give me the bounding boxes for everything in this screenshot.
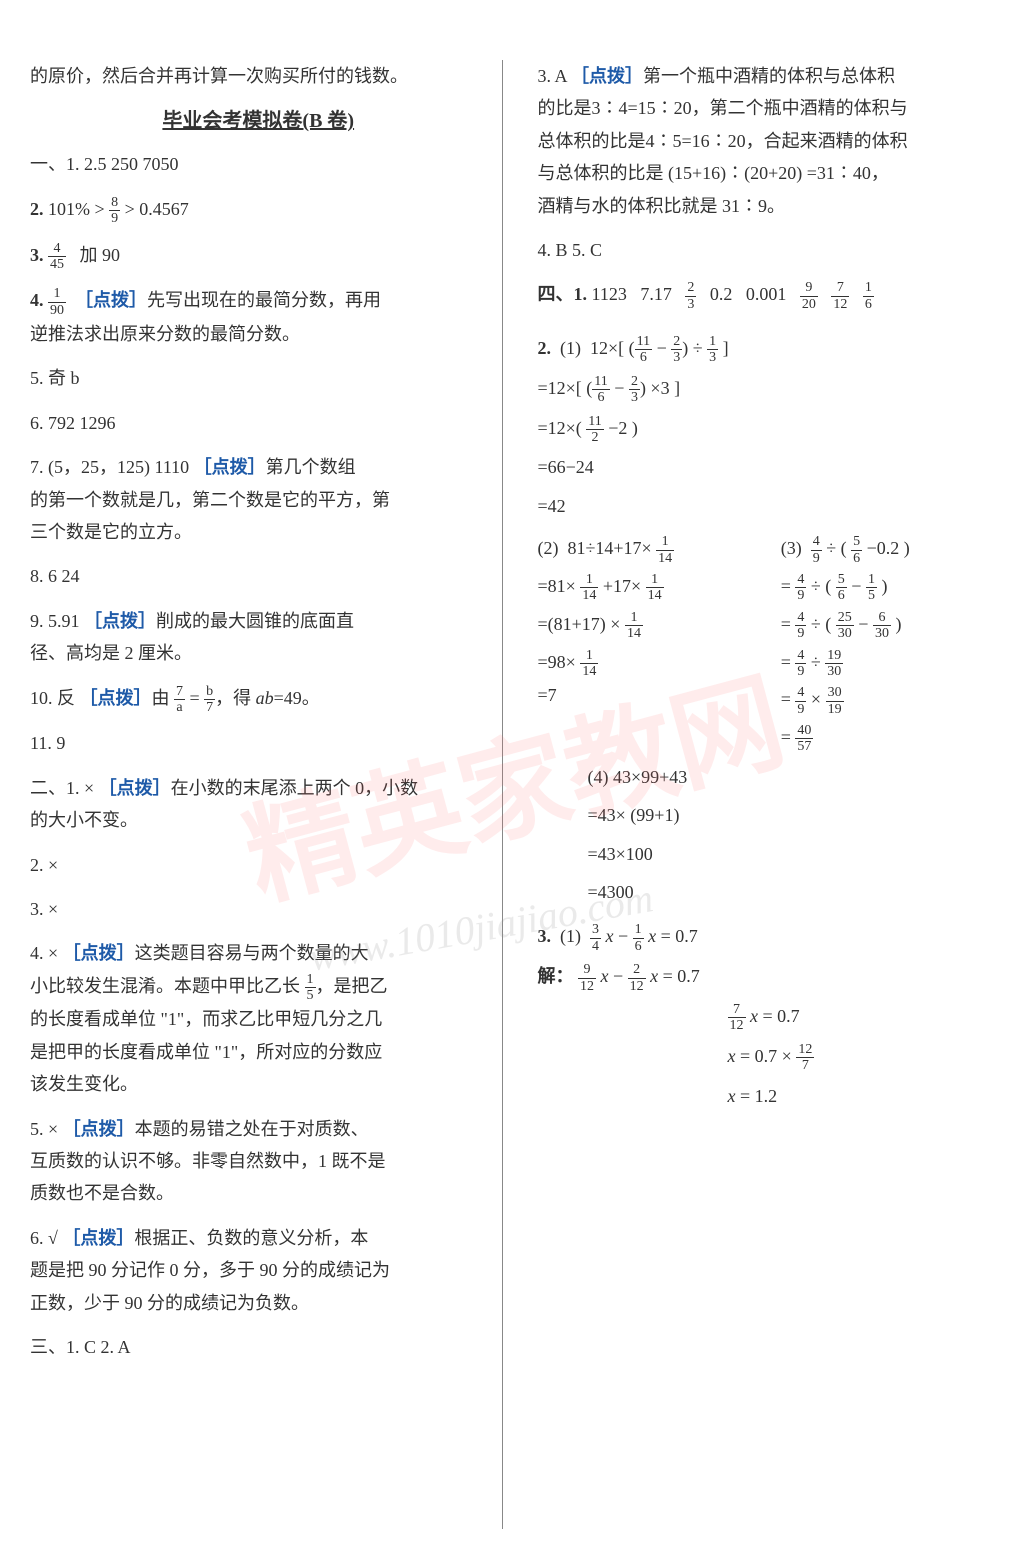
- hint-label: ［点拨］: [63, 1119, 135, 1139]
- q4-1: 四、1. 1123 7.17 23 0.2 0.001 920 712 16: [538, 278, 995, 312]
- q4-2-2: (2) 81÷14+17× 114 =81× 114 +17× 114 =(81…: [538, 534, 751, 761]
- right-column: 3. A ［点拨］第一个瓶中酒精的体积与总体积 的比是3∶4=15∶20，第二个…: [523, 60, 995, 1529]
- q1-9: 9. 5.91 ［点拨］削成的最大圆锥的底面直 径、高均是 2 厘米。: [30, 605, 487, 670]
- q3-4-5: 4. B 5. C: [538, 234, 995, 266]
- hint-label: ［点拨］: [571, 66, 643, 86]
- q2-1: 二、1. × ［点拨］在小数的末尾添上两个 0，小数 的大小不变。: [30, 772, 487, 837]
- q4-2-4: (4) 43×99+43 =43× (99+1) =43×100 =4300: [538, 761, 995, 909]
- q2-2: 2. ×: [30, 849, 487, 881]
- q3: 三、1. C 2. A: [30, 1331, 487, 1363]
- q2-4: 4. × ［点拨］这类题目容易与两个数量的大 小比较发生混淆。本题中甲比乙长 1…: [30, 937, 487, 1100]
- q1-3: 3. 445 加 90: [30, 239, 487, 273]
- q3-3: 3. A ［点拨］第一个瓶中酒精的体积与总体积 的比是3∶4=15∶20，第二个…: [538, 60, 995, 222]
- hint-label: ［点拨］: [80, 688, 152, 708]
- q1-4: 4. 190 ［点拨］先写出现在的最简分数，再用 逆推法求出原来分数的最简分数。: [30, 284, 487, 350]
- q2-6: 6. √ ［点拨］根据正、负数的意义分析，本 题是把 90 分记作 0 分，多于…: [30, 1222, 487, 1319]
- q1-10: 10. 反 ［点拨］由 7a = b7，得 ab=49。: [30, 682, 487, 716]
- q4-2-1: 2. (1) 12×[ (116 − 23) ÷ 13 ] =12×[ (116…: [538, 332, 995, 522]
- q2-5: 5. × ［点拨］本题的易错之处在于对质数、 互质数的认识不够。非零自然数中，1…: [30, 1113, 487, 1210]
- hint-label: ［点拨］: [62, 1228, 134, 1248]
- hint-label: ［点拨］: [99, 778, 171, 798]
- left-column: 的原价，然后合并再计算一次购买所付的钱数。 毕业会考模拟卷(B 卷) 一、1. …: [30, 60, 503, 1529]
- q1-6: 6. 792 1296: [30, 407, 487, 439]
- hint-label: ［点拨］: [75, 290, 147, 310]
- hint-label: ［点拨］: [194, 457, 266, 477]
- q4-2-2-3: (2) 81÷14+17× 114 =81× 114 +17× 114 =(81…: [538, 534, 995, 761]
- q1-2: 2. 101% > 89 > 0.4567: [30, 193, 487, 227]
- q4-3: 3. (1) 34 x − 16 x = 0.7 解： 912 x − 212 …: [538, 920, 995, 1111]
- q1-8: 8. 6 24: [30, 560, 487, 592]
- hint-label: ［点拨］: [84, 611, 156, 631]
- q1-7: 7. (5，25，125) 1110 ［点拨］第几个数组 的第一个数就是几，第二…: [30, 451, 487, 548]
- q2-3: 3. ×: [30, 893, 487, 925]
- content-columns: 的原价，然后合并再计算一次购买所付的钱数。 毕业会考模拟卷(B 卷) 一、1. …: [30, 60, 994, 1529]
- q1-1: 一、1. 2.5 250 7050: [30, 148, 487, 180]
- q1-11: 11. 9: [30, 727, 487, 759]
- q4-2-3: (3) 49 ÷ ( 56 −0.2 ) = 49 ÷ ( 56 − 15 ) …: [781, 534, 994, 761]
- q1-5: 5. 奇 b: [30, 362, 487, 394]
- section-title: 毕业会考模拟卷(B 卷): [30, 104, 487, 133]
- hint-label: ［点拨］: [63, 943, 135, 963]
- top-continuation: 的原价，然后合并再计算一次购买所付的钱数。: [30, 60, 487, 92]
